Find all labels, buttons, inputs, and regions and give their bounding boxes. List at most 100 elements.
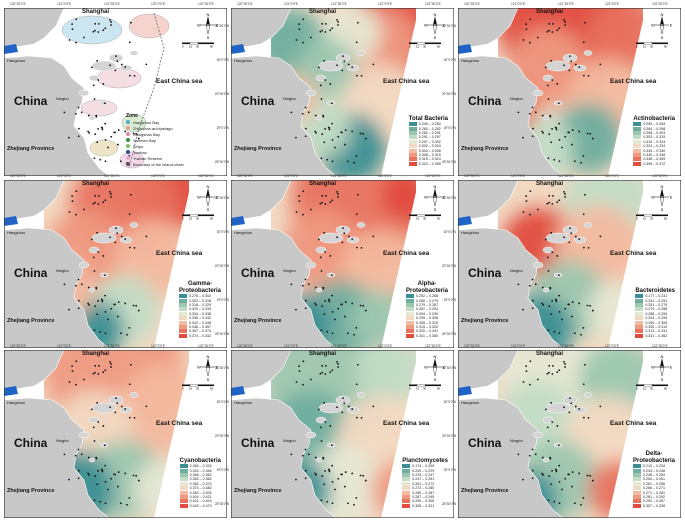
legend-item: 0.338 – 0.342 — [178, 316, 221, 321]
legend-item: 0.292 – 0.307 — [632, 499, 675, 504]
island-1 — [91, 232, 117, 244]
label-east-china-sea: East China sea — [156, 78, 203, 85]
y-tick-label: 29°0'0"N — [443, 468, 456, 472]
sampling-station — [295, 381, 298, 383]
legend-range: 0.382 – 0.404 — [189, 490, 212, 495]
qiantang-river — [458, 386, 472, 396]
sampling-station — [548, 133, 551, 136]
sampling-station — [102, 83, 105, 85]
legend-item: 0.382 – 0.404 — [179, 490, 221, 495]
sampling-station — [564, 363, 566, 365]
x-tick-label: 120°30'0"E — [10, 2, 26, 6]
sampling-station — [331, 369, 334, 372]
sampling-station — [578, 66, 581, 68]
legend-range: 0.374 – 0.432 — [188, 333, 211, 338]
x-tick-label: 120°30'0"E — [237, 344, 253, 348]
x-tick-label: 122°30'0"E — [652, 2, 668, 6]
sampling-station — [109, 191, 111, 193]
sampling-station — [343, 60, 346, 63]
sampling-station — [546, 84, 549, 87]
sampling-station — [564, 24, 566, 26]
island-4 — [315, 74, 327, 82]
sampling-station — [580, 161, 582, 164]
class-legend: Gamma- Proteobacteria 0.276 – 0.302 0.302 –… — [178, 281, 221, 338]
sampling-station — [360, 416, 363, 419]
svg-text:30: 30 — [196, 387, 200, 390]
sampling-station — [556, 255, 559, 257]
legend-item: 0.231 – 0.251 — [635, 298, 675, 303]
island-2 — [335, 225, 351, 235]
sampling-station — [87, 456, 90, 459]
sampling-station — [113, 303, 116, 306]
sampling-station — [301, 454, 304, 457]
sampling-station — [295, 478, 297, 481]
svg-text:0: 0 — [182, 217, 184, 220]
sampling-station — [71, 365, 73, 367]
label-zhejiang-province: Zhejiang Province — [234, 318, 282, 324]
y-tick-label: 30°0'0"N — [443, 58, 456, 62]
legend-swatch — [405, 320, 414, 325]
legend-swatch — [633, 157, 642, 162]
zone-dot-icon — [126, 132, 130, 136]
sampling-station — [95, 457, 98, 460]
sampling-station — [319, 202, 322, 205]
sampling-station — [568, 69, 571, 72]
legend-range: 0.443 – 0.473 — [189, 503, 212, 508]
sampling-station — [74, 112, 77, 115]
sampling-station — [355, 327, 358, 329]
legend-swatch — [405, 303, 414, 308]
sampling-station — [124, 238, 127, 240]
y-tick-label: 28°30'0"N — [214, 502, 229, 506]
sampling-station — [529, 383, 531, 386]
sampling-station — [290, 453, 293, 456]
sampling-station — [126, 333, 128, 336]
svg-text:E: E — [216, 195, 219, 200]
map-panel-3: Shanghai Hangzhou Ningbo China East China se… — [458, 8, 681, 176]
sampling-station — [137, 479, 140, 482]
sampling-station — [351, 130, 354, 133]
sampling-station — [107, 488, 109, 491]
sampling-station — [71, 200, 74, 203]
legend-swatch — [635, 307, 644, 312]
zone-dot-icon — [126, 150, 130, 154]
label-china: China — [14, 436, 48, 450]
legend-range: 0.315 – 0.324 — [643, 139, 666, 144]
legend-range: 0.279 – 0.288 — [645, 307, 668, 312]
sampling-station — [558, 122, 561, 125]
scale-bar: 0 15 30 60 — [408, 42, 442, 48]
svg-text:E: E — [670, 195, 673, 200]
sampling-station — [580, 503, 582, 506]
island-5 — [129, 392, 139, 398]
heat-blob-2 — [381, 180, 416, 220]
island-3 — [119, 406, 133, 414]
legend-swatch — [633, 131, 642, 136]
svg-text:N: N — [434, 354, 437, 359]
legend-range: 0.303 – 0.315 — [643, 135, 666, 140]
legend-swatch — [632, 490, 641, 495]
sampling-station — [114, 69, 117, 72]
legend-swatch — [633, 122, 642, 127]
sampling-station — [571, 315, 573, 318]
legend-item: 0.271 – 0.281 — [632, 490, 675, 495]
sampling-station — [344, 471, 347, 473]
island-4 — [88, 74, 100, 82]
zone-dot-icon — [126, 144, 130, 148]
sampling-station — [567, 303, 570, 306]
sampling-station — [290, 111, 293, 114]
sampling-station — [117, 485, 119, 488]
legend-item: 0.302 – 0.318 — [178, 298, 221, 303]
sampling-station — [324, 194, 327, 197]
y-tick-label: 30°0'0"N — [216, 400, 229, 404]
island-8 — [315, 457, 323, 463]
legend-item: 0.374 – 0.432 — [178, 333, 221, 338]
legend-range: 0.305 – 0.313 — [645, 325, 668, 330]
sampling-station — [548, 371, 550, 374]
sampling-station — [77, 127, 80, 130]
label-zhejiang-province: Zhejiang Province — [461, 146, 509, 152]
island-6 — [305, 431, 317, 439]
sampling-station — [331, 199, 334, 202]
legend-item: 0.315 – 0.324 — [633, 139, 675, 144]
sampling-station — [359, 132, 362, 135]
x-tick-label: 122°0'0"E — [378, 344, 393, 348]
sampling-station — [110, 307, 113, 310]
